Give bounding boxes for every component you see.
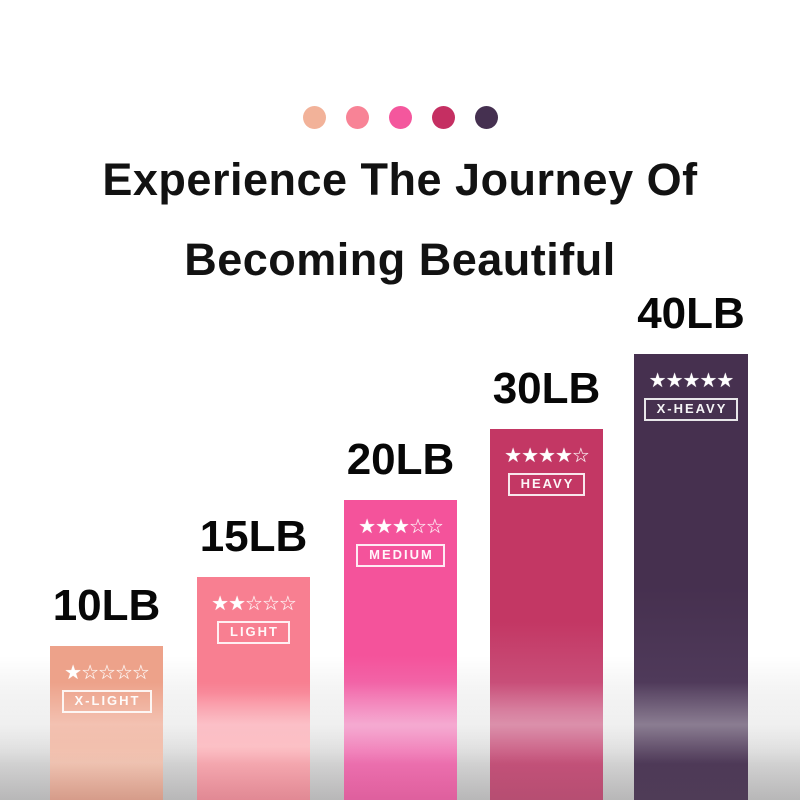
bar-40lb: ★★★★★ X-HEAVY [634, 354, 748, 800]
bar-value-label: 20LB [346, 435, 455, 484]
star-rating: ★★☆☆☆ [211, 593, 297, 615]
palette-dot-x-heavy [474, 106, 498, 129]
bar-column-15lb: 15LB ★★☆☆☆ LIGHT [197, 515, 310, 800]
palette-dot-light [345, 106, 369, 129]
palette-dot-medium [388, 106, 412, 129]
bar-column-40lb: 40LB ★★★★★ X-HEAVY [634, 292, 748, 800]
palette-dot-x-light [302, 106, 326, 129]
resistance-level-badge: MEDIUM [356, 544, 445, 567]
star-rating: ★☆☆☆☆ [64, 662, 150, 684]
bar-column-30lb: 30LB ★★★★☆ HEAVY [490, 367, 603, 800]
bar-value-label: 40LB [637, 289, 745, 338]
bar-10lb: ★☆☆☆☆ X-LIGHT [50, 646, 163, 800]
palette-dot-heavy [431, 106, 455, 129]
color-palette-row [0, 106, 800, 129]
star-rating: ★★★☆☆ [358, 516, 444, 538]
page-title-line1: Experience The Journey Of [102, 154, 698, 205]
bar-column-10lb: 10LB ★☆☆☆☆ X-LIGHT [50, 584, 163, 800]
bar-value-label: 15LB [199, 512, 308, 561]
star-rating: ★★★★★ [648, 370, 735, 392]
bar-15lb: ★★☆☆☆ LIGHT [197, 577, 310, 800]
bar-30lb: ★★★★☆ HEAVY [490, 429, 603, 800]
page-title-line2: Becoming Beautiful [184, 234, 616, 285]
star-rating: ★★★★☆ [504, 445, 590, 467]
bar-column-20lb: 20LB ★★★☆☆ MEDIUM [344, 438, 457, 800]
resistance-level-badge: LIGHT [217, 621, 290, 644]
resistance-level-badge: HEAVY [507, 473, 586, 496]
bar-value-label: 10LB [52, 581, 161, 630]
resistance-level-badge: X-LIGHT [61, 690, 152, 713]
bar-20lb: ★★★☆☆ MEDIUM [344, 500, 457, 800]
page-title: Experience The Journey Of Becoming Beaut… [0, 140, 800, 300]
bar-value-label: 30LB [492, 364, 601, 413]
resistance-level-badge: X-HEAVY [643, 398, 739, 421]
